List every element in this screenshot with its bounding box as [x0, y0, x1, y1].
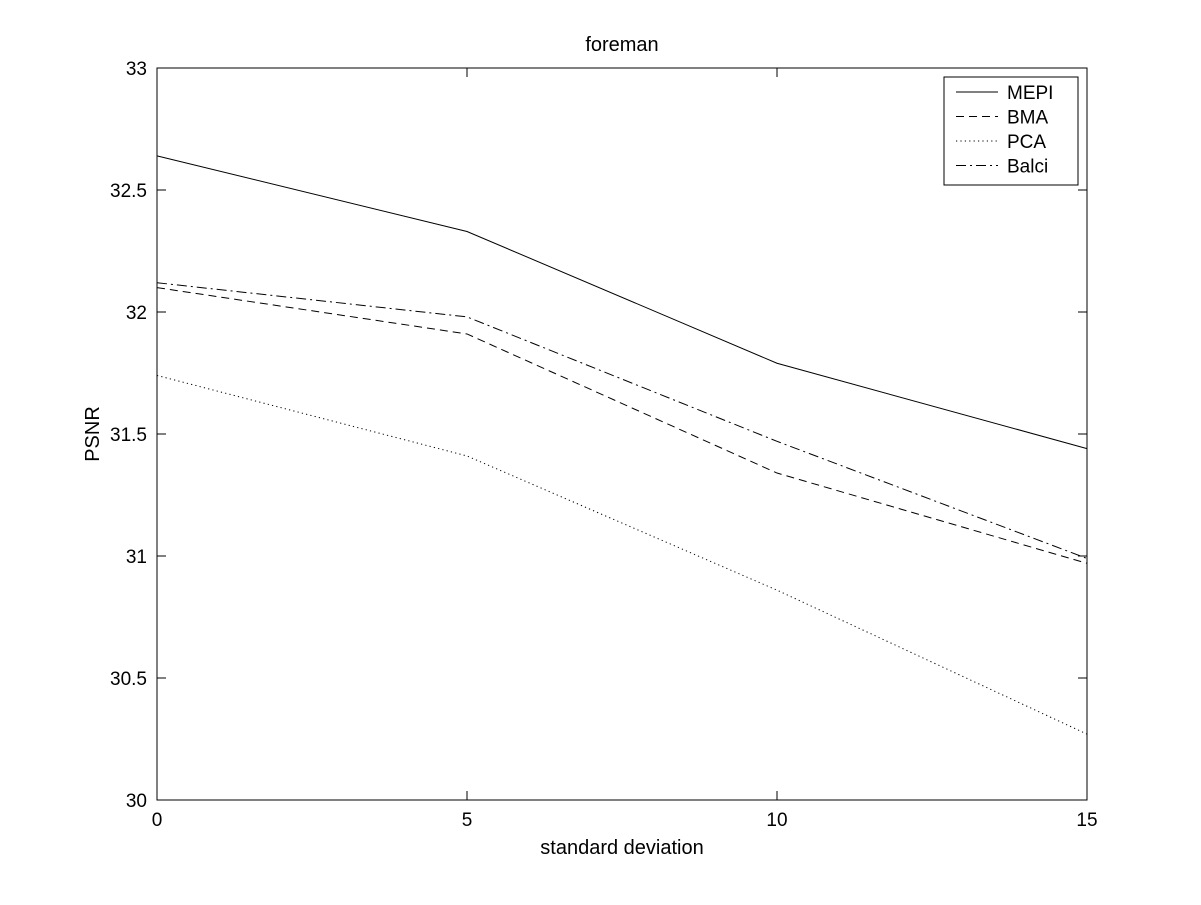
x-tick-label: 15 — [1076, 810, 1097, 831]
series-line-bma — [156, 287, 1088, 564]
x-tick-label: 10 — [766, 810, 787, 831]
series-line-pca — [156, 374, 1088, 735]
series-line-mepi — [156, 155, 1088, 450]
x-tick-label: 5 — [462, 810, 473, 831]
y-tick-label: 32 — [126, 303, 147, 324]
y-axis-ticks: 30 30.5 31 31.5 32 32.5 33 — [110, 59, 1087, 812]
series-lines — [156, 155, 1088, 735]
x-axis-label: standard deviation — [540, 837, 703, 859]
y-tick-label: 32.5 — [110, 181, 147, 202]
x-tick-label: 0 — [152, 810, 163, 831]
series-line-balci — [156, 282, 1088, 559]
chart-title: foreman — [585, 34, 658, 56]
y-axis-label: PSNR — [82, 406, 104, 462]
y-tick-label: 31.5 — [110, 425, 147, 446]
y-tick-label: 33 — [126, 59, 147, 80]
x-axis-ticks: 0 5 10 15 — [152, 68, 1098, 831]
legend-label-bma: BMA — [1007, 108, 1049, 129]
legend-label-balci: Balci — [1007, 157, 1048, 178]
y-tick-label: 30 — [126, 791, 147, 812]
legend-label-pca: PCA — [1007, 132, 1046, 153]
legend: MEPI BMA PCA Balci — [943, 76, 1079, 186]
y-tick-label: 30.5 — [110, 669, 147, 690]
y-tick-label: 31 — [126, 547, 147, 568]
legend-label-mepi: MEPI — [1007, 83, 1053, 104]
legend-box — [943, 76, 1079, 186]
plot-area — [156, 67, 1088, 801]
